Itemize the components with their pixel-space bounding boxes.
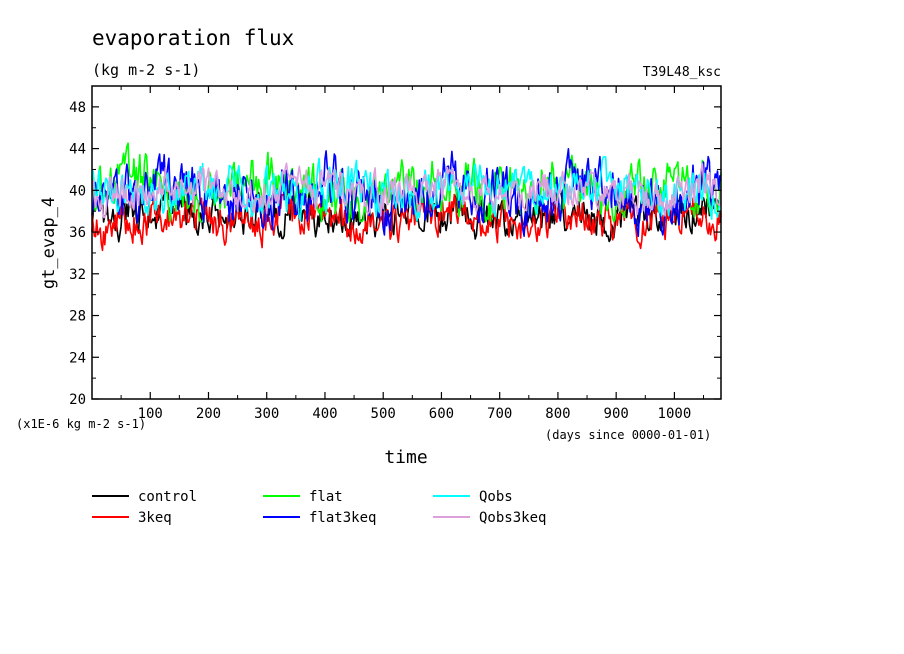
legend-label-Qobs3keq: Qobs3keq	[479, 510, 546, 526]
y-tick-label: 24	[69, 350, 86, 366]
legend: control 3keq flat flat3keq Qobs Qobs3keq	[92, 489, 546, 526]
chart-title: evaporation flux	[92, 26, 294, 50]
legend-label-flat: flat	[309, 489, 343, 505]
x-tick-label: 500	[371, 406, 396, 422]
y-tick-label: 28	[69, 309, 86, 325]
y-tick-label: 32	[69, 267, 86, 283]
y-tick-label: 48	[69, 100, 86, 116]
x-axis-label: time	[384, 447, 427, 468]
x-tick-label: 400	[312, 406, 337, 422]
series-line-Qobs3keq	[91, 162, 722, 219]
legend-label-3keq: 3keq	[138, 510, 172, 526]
y-axis-label: gt_evap_4	[39, 197, 59, 289]
series-layer	[91, 142, 722, 252]
run-label: T39L48_ksc	[643, 65, 721, 80]
x-tick-label: 1000	[658, 406, 692, 422]
legend-label-Qobs: Qobs	[479, 489, 513, 505]
x-tick-label: 700	[487, 406, 512, 422]
y-tick-label: 36	[69, 225, 86, 241]
y-tick-label: 20	[69, 392, 86, 408]
plot-frame	[91, 85, 722, 400]
x-tick-label: 600	[429, 406, 454, 422]
x-tick-label: 100	[138, 406, 163, 422]
x-tick-label: 900	[604, 406, 629, 422]
tick-layer: 20 24 28 32 36 40 44 48 100 200 300 400 500 600 700 800…	[69, 86, 721, 422]
y-scale-note: (x1E-6 kg m-2 s-1)	[16, 417, 146, 431]
x-units-note: (days since 0000-01-01)	[545, 428, 711, 442]
y-tick-label: 40	[69, 183, 86, 199]
x-tick-label: 800	[545, 406, 570, 422]
x-tick-label: 200	[196, 406, 221, 422]
y-tick-label: 44	[69, 142, 86, 158]
chart-subtitle: (kg m-2 s-1)	[92, 61, 200, 79]
legend-label-control: control	[138, 489, 197, 505]
legend-label-flat3keq: flat3keq	[309, 510, 376, 526]
x-tick-label: 300	[254, 406, 279, 422]
